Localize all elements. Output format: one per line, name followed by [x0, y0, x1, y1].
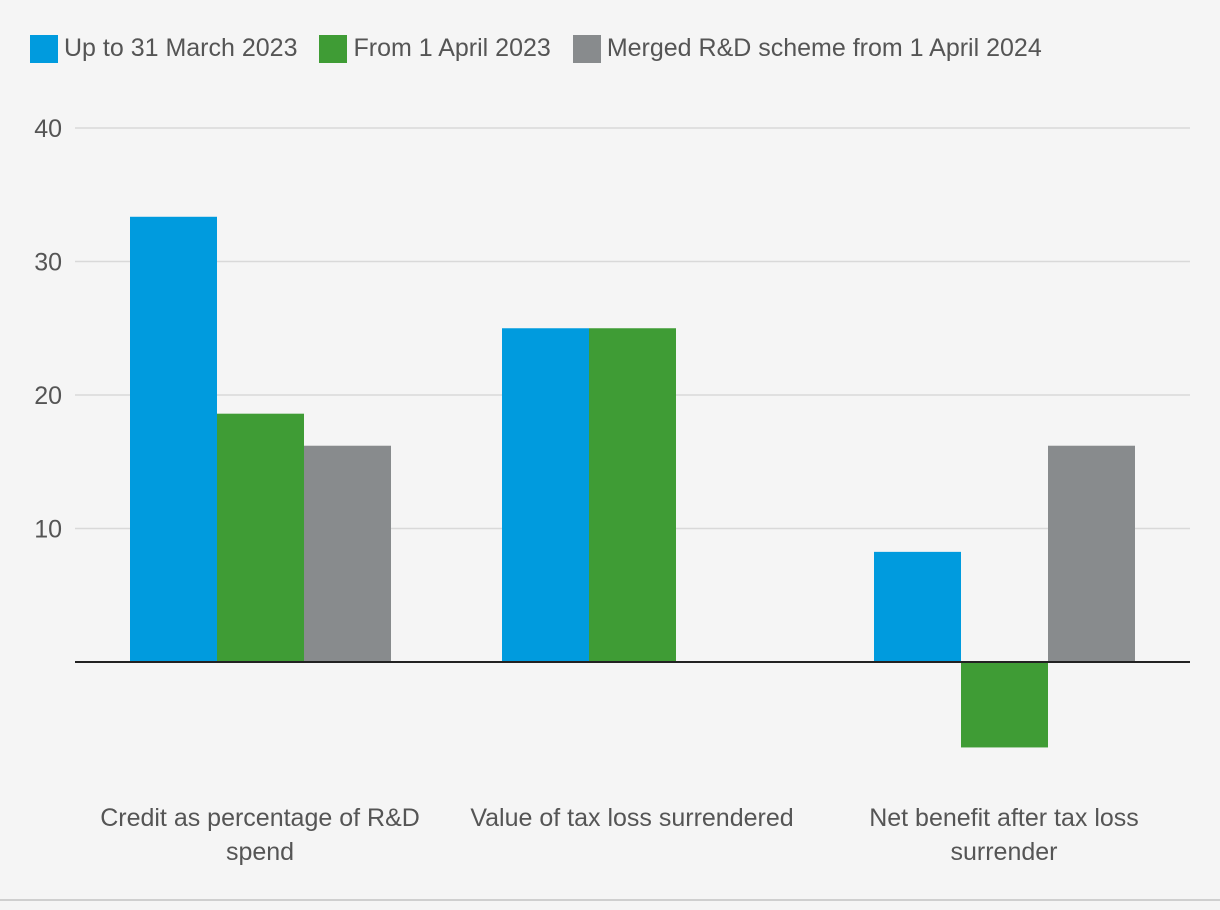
category-label: Net benefit after tax loss surrender [869, 804, 1139, 866]
bar-blue-2 [502, 328, 589, 662]
legend-label: Merged R&D scheme from 1 April 2024 [606, 34, 1042, 62]
legend-item-from-1-april-2023: From 1 April 2023 [319, 34, 551, 63]
bars [130, 216, 1135, 748]
legend-item-up-to-31-march-2023: Up to 31 March 2023 [30, 34, 297, 63]
bar-green-3 [961, 662, 1048, 748]
legend-label: Up to 31 March 2023 [64, 34, 298, 62]
bar-green-1 [217, 413, 304, 662]
bar-grey-3 [1048, 445, 1135, 662]
bar-blue-1 [130, 216, 217, 662]
legend-item-merged-scheme: Merged R&D scheme from 1 April 2024 [572, 34, 1042, 63]
y-tick-label: 20 [34, 382, 62, 410]
legend-label: From 1 April 2023 [353, 34, 551, 62]
bar-grey-1 [304, 445, 391, 662]
bar-green-2 [589, 328, 676, 662]
y-axis-ticks: 10 20 30 40 [34, 115, 62, 544]
legend: Up to 31 March 2023 From 1 April 2023 Me… [30, 34, 1064, 63]
bottom-rule [0, 899, 1220, 901]
bar-blue-3 [874, 551, 961, 662]
legend-swatch-grey [572, 34, 601, 63]
category-label: Value of tax loss surrendered [470, 804, 794, 832]
legend-swatch-blue [30, 34, 58, 63]
category-label: Credit as percentage of R&D spend [100, 804, 420, 866]
y-tick-label: 30 [34, 249, 62, 277]
legend-swatch-green [319, 34, 348, 63]
y-tick-label: 10 [34, 516, 62, 544]
y-tick-label: 40 [34, 115, 62, 143]
